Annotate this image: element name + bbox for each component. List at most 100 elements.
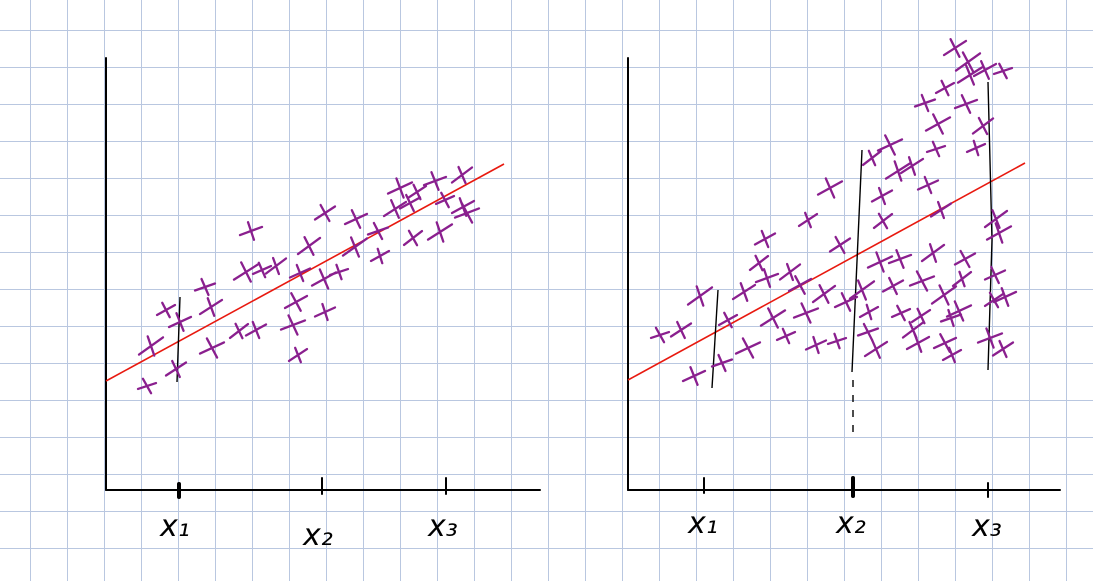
right-data-point [870, 186, 894, 206]
left-data-point [382, 199, 408, 219]
right-data-point [753, 229, 777, 249]
left-panel: x₁ x₂ x₃ [105, 57, 541, 553]
left-data-point [288, 263, 312, 283]
right-data-point [934, 79, 956, 97]
left-data-points [136, 165, 481, 395]
left-data-point [369, 247, 391, 265]
right-x3-guide [987, 81, 993, 371]
right-data-point [956, 64, 984, 86]
left-data-point [155, 301, 177, 319]
left-data-point [193, 277, 217, 297]
left-data-point [136, 377, 158, 395]
left-data-point [232, 261, 260, 283]
right-data-point [848, 279, 876, 301]
left-data-point [450, 165, 474, 185]
left-data-point [238, 221, 264, 241]
right-data-point [920, 243, 946, 263]
left-data-point [287, 346, 309, 364]
left-data-point [426, 221, 454, 243]
right-data-point [899, 156, 925, 176]
right-data-point [972, 60, 998, 80]
left-x3-label: x₃ [427, 509, 458, 544]
right-data-point [945, 300, 973, 322]
right-data-point [734, 337, 762, 359]
right-data-point [953, 94, 979, 114]
left-data-point [341, 236, 369, 258]
right-data-point [965, 139, 987, 157]
left-data-point [434, 191, 456, 209]
right-data-point [930, 284, 958, 306]
right-data-point [890, 304, 912, 322]
right-data-point [992, 287, 1018, 307]
right-data-point [797, 211, 819, 229]
left-data-point [283, 292, 309, 312]
right-x3-label: x₃ [971, 509, 1002, 544]
right-data-point [686, 285, 714, 307]
right-data-point [872, 212, 894, 230]
right-data-point [916, 175, 940, 195]
right-data-point [731, 282, 757, 302]
left-data-point [264, 256, 288, 276]
right-data-point [787, 275, 813, 295]
left-data-point [422, 171, 448, 191]
right-x2-guide [851, 149, 863, 373]
right-data-point [983, 291, 1005, 309]
right-data-point [856, 322, 880, 342]
left-data-point [228, 322, 250, 340]
right-data-point [861, 149, 883, 167]
left-data-point [313, 302, 337, 322]
right-data-point [884, 160, 912, 182]
right-data-point [910, 307, 932, 325]
right-panel: x₁ x₂ x₃ [627, 38, 1061, 544]
right-x1-label: x₁ [687, 506, 718, 541]
right-data-point [932, 333, 958, 353]
right-data-point [992, 62, 1014, 80]
right-data-point [804, 335, 828, 355]
left-regression-line [105, 163, 505, 382]
left-x2-label: x₂ [302, 518, 333, 553]
right-data-point [858, 303, 880, 321]
right-data-point [941, 346, 963, 364]
right-x1-guide [711, 289, 719, 389]
left-data-point [313, 203, 337, 223]
right-data-point [748, 254, 770, 272]
right-data-point [754, 268, 780, 288]
left-data-point [198, 297, 224, 317]
right-data-point [991, 339, 1015, 359]
right-data-point [924, 113, 952, 135]
left-data-point [198, 337, 226, 359]
right-data-point [925, 140, 947, 158]
left-data-point [296, 236, 322, 256]
left-data-point [167, 312, 193, 332]
right-data-point [759, 307, 787, 329]
right-data-point [828, 235, 852, 255]
right-data-point [681, 366, 707, 386]
right-data-point [942, 38, 968, 58]
right-data-point [778, 262, 802, 282]
left-data-point [244, 320, 268, 340]
right-data-point [775, 327, 797, 345]
right-data-point [985, 222, 1013, 244]
right-data-point [717, 311, 739, 329]
left-data-point [328, 263, 350, 281]
left-data-point [279, 314, 307, 336]
right-data-point [901, 320, 925, 340]
left-data-point [164, 359, 188, 379]
right-data-point [881, 276, 905, 296]
right-data-point [913, 93, 937, 113]
right-data-point [908, 270, 936, 292]
right-data-point [811, 284, 837, 304]
left-data-point [310, 268, 338, 290]
right-data-point [887, 249, 913, 269]
left-data-point [343, 209, 369, 229]
right-data-point [833, 292, 859, 312]
right-data-point [649, 326, 671, 344]
left-data-point [402, 229, 424, 247]
right-data-point [866, 251, 894, 273]
left-data-point [406, 183, 428, 201]
right-data-point [939, 308, 963, 328]
left-data-point [386, 177, 414, 199]
right-data-point [976, 327, 1004, 349]
right-data-point [951, 270, 973, 288]
